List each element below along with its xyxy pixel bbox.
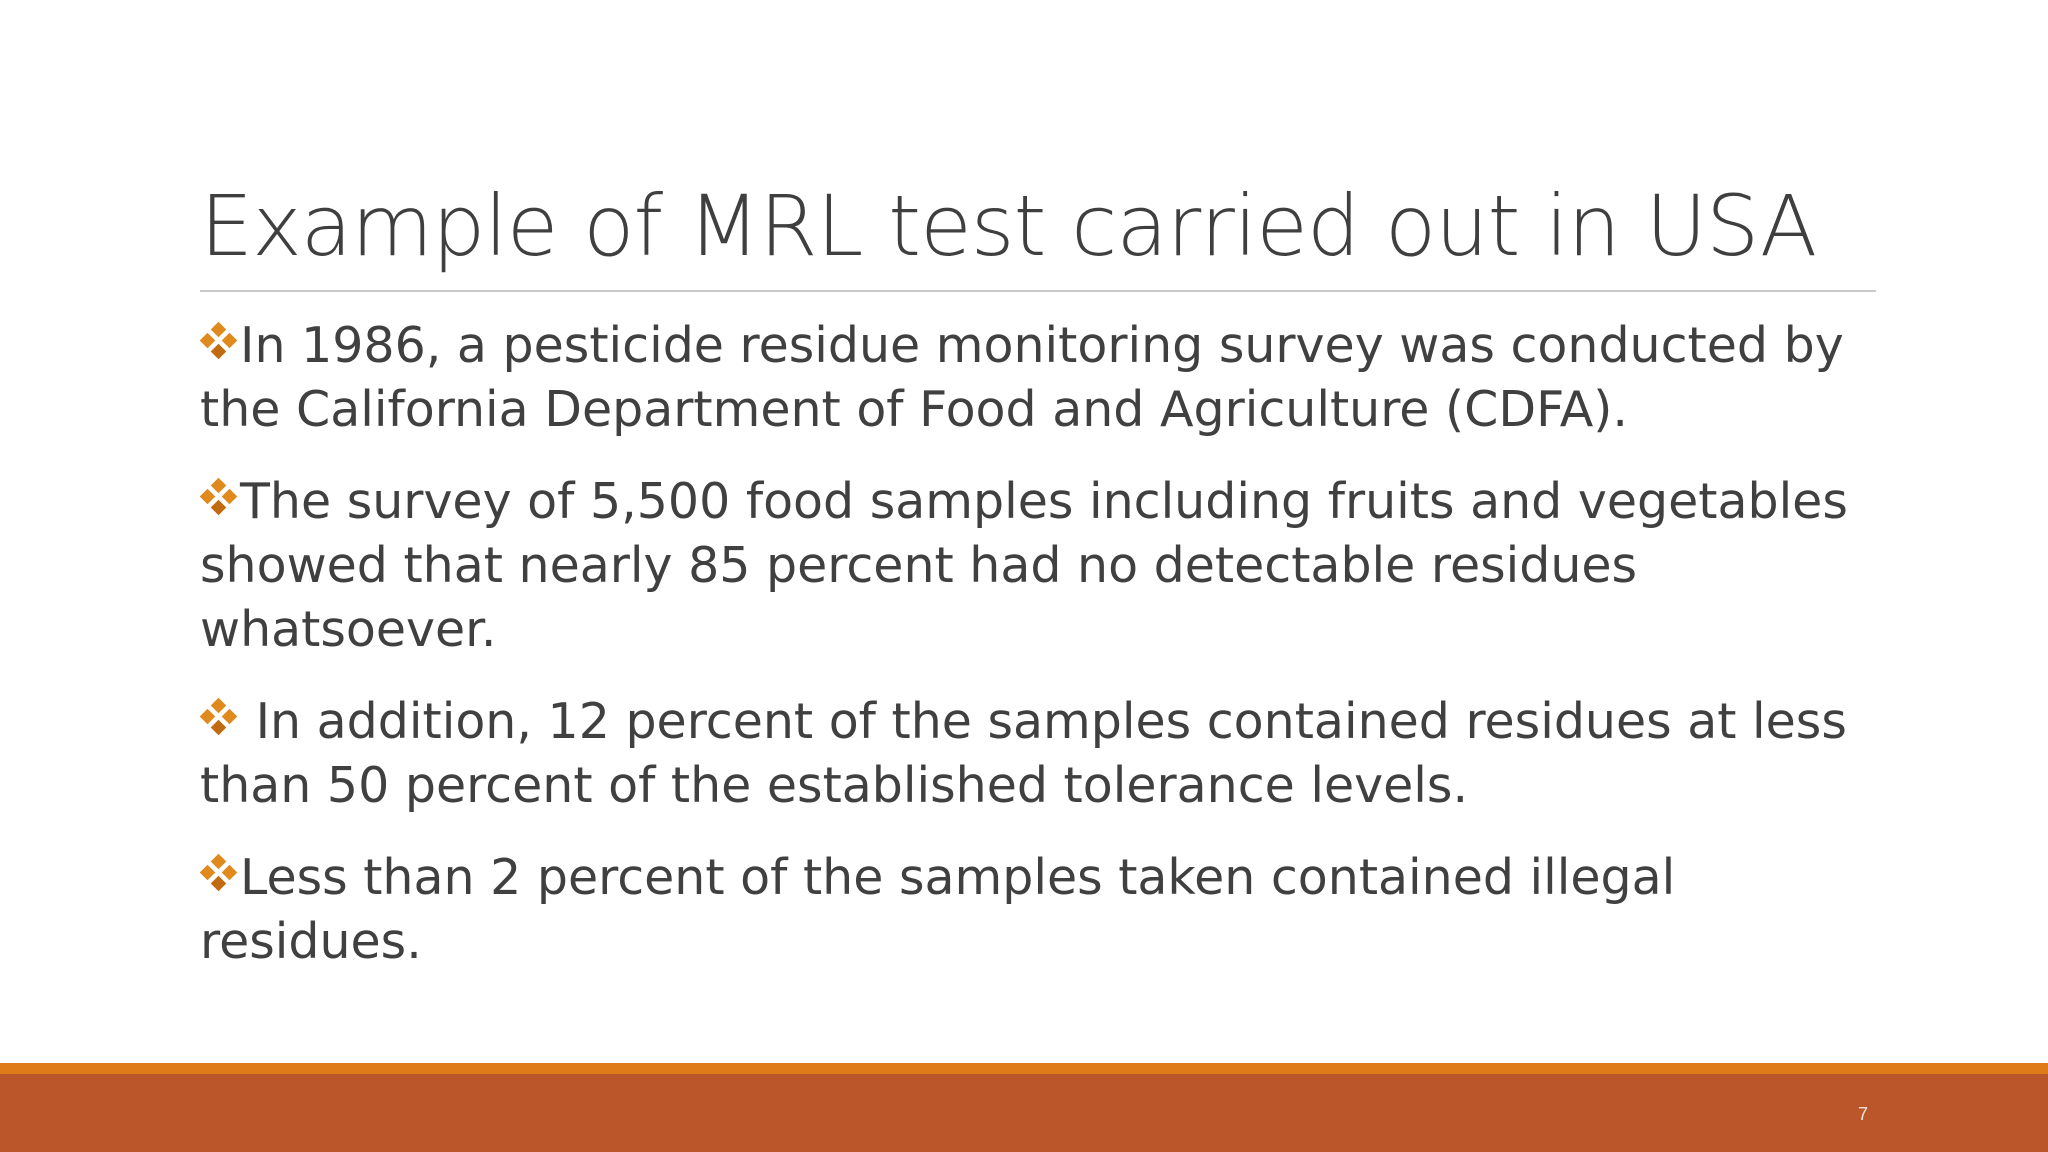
bullet-item: In addition, 12 percent of the samples c…	[190, 690, 1890, 818]
bullet-item: In 1986, a pesticide residue monitoring …	[190, 314, 1890, 442]
title-divider	[200, 290, 1876, 292]
four-diamond-icon	[199, 477, 238, 516]
bullet-item: The survey of 5,500 food samples includi…	[190, 470, 1890, 662]
bullet-text: Less than 2 percent of the samples taken…	[200, 849, 1676, 970]
bullet-text: The survey of 5,500 food samples includi…	[200, 473, 1848, 658]
four-diamond-icon	[199, 697, 238, 736]
four-diamond-icon	[199, 321, 238, 360]
footer-accent-stripe	[0, 1063, 2048, 1074]
bullet-text: In addition, 12 percent of the samples c…	[200, 693, 1863, 814]
slide-title: Example of MRL test carried out in USA	[200, 177, 1817, 275]
page-number: 7	[1857, 1104, 1868, 1124]
four-diamond-icon	[199, 853, 238, 892]
bullet-item: Less than 2 percent of the samples taken…	[190, 846, 1890, 974]
bullet-list: In 1986, a pesticide residue monitoring …	[190, 314, 1890, 1002]
bullet-text: In 1986, a pesticide residue monitoring …	[200, 317, 1844, 438]
footer-bar	[0, 1074, 2048, 1152]
